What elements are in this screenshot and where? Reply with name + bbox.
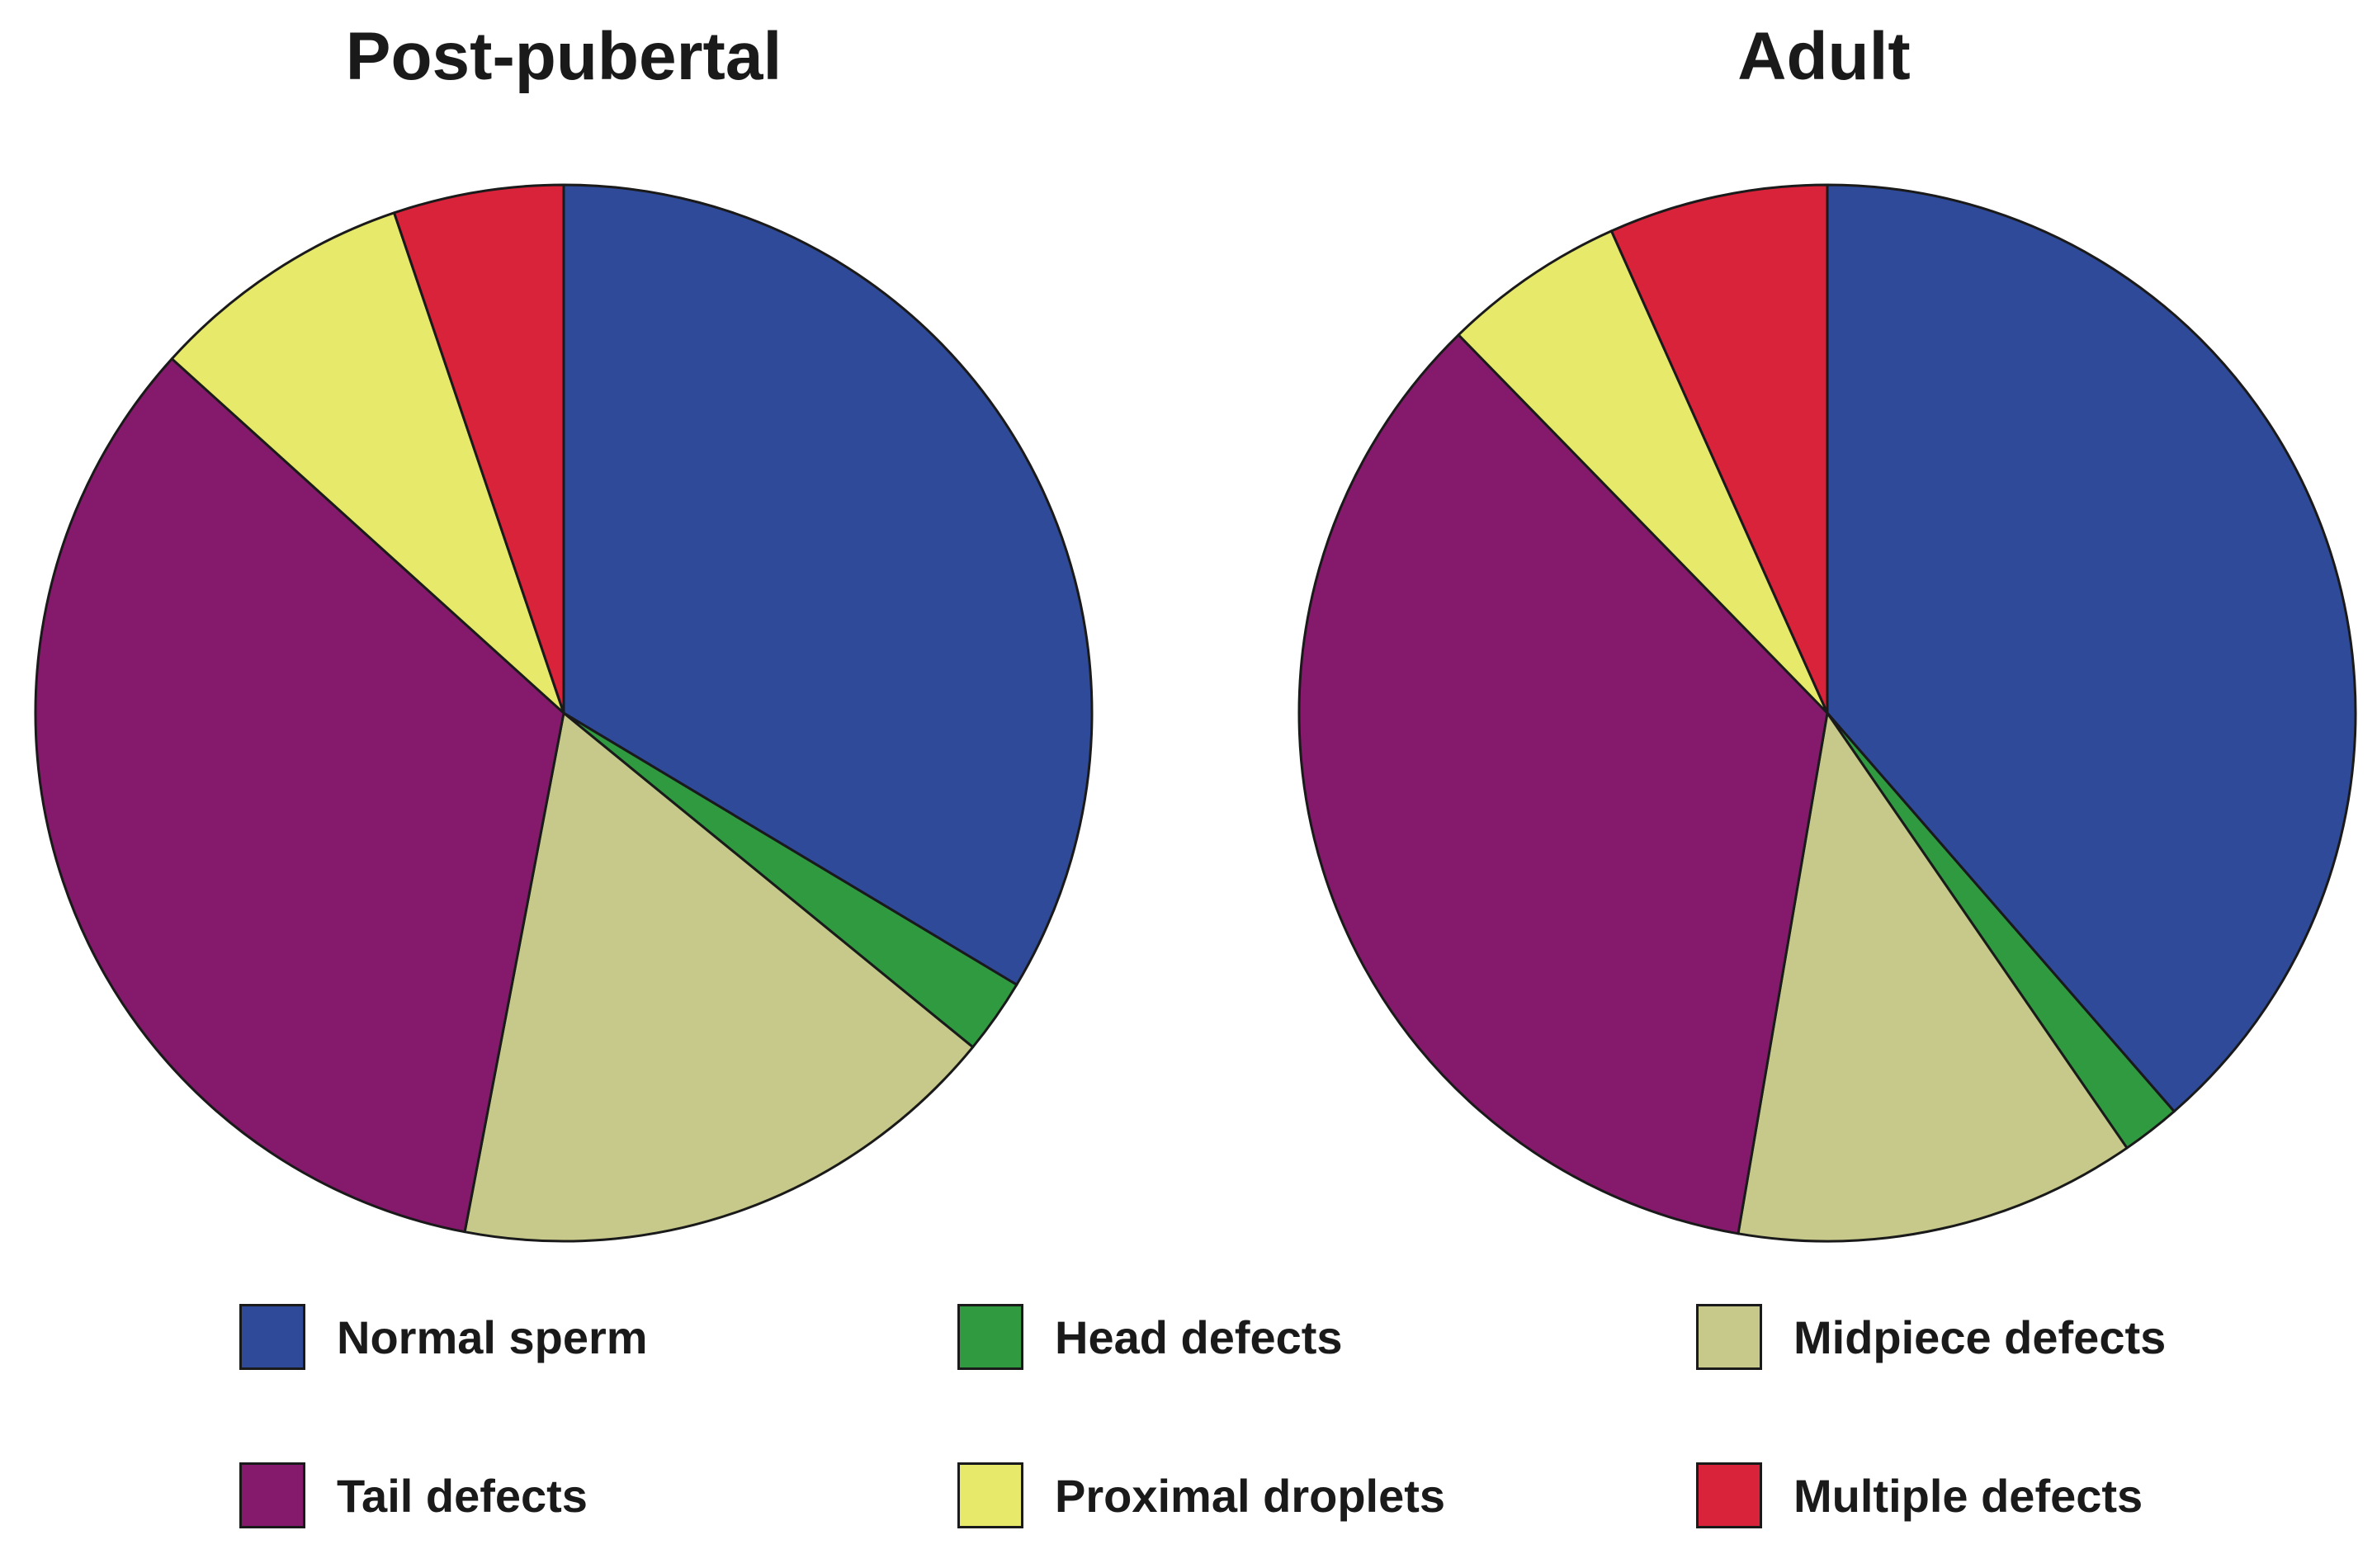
pie-slice-adult-multiple-defects <box>1609 183 1829 715</box>
legend-swatch-midpiece-defects <box>1696 1304 1762 1370</box>
pie-slice-post-pubertal-tail-defects <box>34 357 565 1234</box>
pie-slice-adult-midpiece-defects <box>1737 711 2129 1243</box>
legend: Normal sperm Head defects Midpiece defec… <box>0 1304 2377 1568</box>
legend-label-normal-sperm: Normal sperm <box>337 1311 648 1363</box>
pie-slice-post-pubertal-proximal-droplets <box>170 211 565 715</box>
legend-item-head-defects: Head defects <box>957 1304 1343 1370</box>
legend-item-midpiece-defects: Midpiece defects <box>1696 1304 2166 1370</box>
legend-swatch-head-defects <box>957 1304 1023 1370</box>
pie-slice-adult-tail-defects <box>1297 333 1829 1235</box>
pie-chart-adult <box>1297 183 2357 1243</box>
legend-label-head-defects: Head defects <box>1055 1311 1343 1363</box>
pie-slice-adult-normal-sperm <box>1826 183 2357 1113</box>
legend-label-multiple-defects: Multiple defects <box>1793 1469 2143 1522</box>
pie-slice-post-pubertal-normal-sperm <box>562 183 1094 986</box>
legend-swatch-normal-sperm <box>239 1304 305 1370</box>
chart-title-post-pubertal: Post-pubertal <box>345 19 782 94</box>
pie-slice-adult-proximal-droplets <box>1457 229 1829 715</box>
legend-label-tail-defects: Tail defects <box>337 1469 588 1522</box>
legend-label-proximal-droplets: Proximal droplets <box>1055 1469 1446 1522</box>
chart-title-adult: Adult <box>1737 19 1911 94</box>
legend-item-multiple-defects: Multiple defects <box>1696 1462 2143 1528</box>
legend-item-normal-sperm: Normal sperm <box>239 1304 648 1370</box>
legend-swatch-proximal-droplets <box>957 1462 1023 1528</box>
legend-label-midpiece-defects: Midpiece defects <box>1793 1311 2167 1363</box>
legend-swatch-tail-defects <box>239 1462 305 1528</box>
pie-slice-post-pubertal-midpiece-defects <box>463 711 975 1243</box>
pie-charts <box>34 183 2357 1243</box>
legend-swatch-multiple-defects <box>1696 1462 1762 1528</box>
pie-slice-post-pubertal-multiple-defects <box>393 183 565 715</box>
legend-item-proximal-droplets: Proximal droplets <box>957 1462 1445 1528</box>
legend-item-tail-defects: Tail defects <box>239 1462 588 1528</box>
pie-chart-post-pubertal <box>34 183 1094 1243</box>
